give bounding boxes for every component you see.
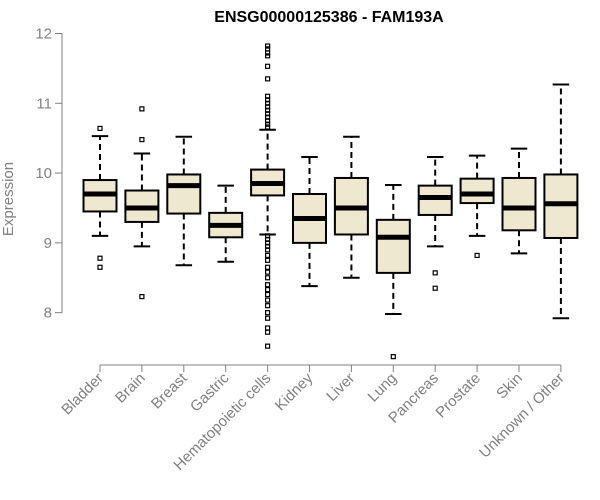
outlier-point <box>265 247 271 253</box>
outlier-point <box>265 63 271 69</box>
outlier-point <box>265 303 271 309</box>
outlier-point <box>265 329 271 335</box>
chart-title: ENSG00000125386 - FAM193A <box>214 9 444 26</box>
box-10 <box>459 154 495 259</box>
y-tick-label: 10 <box>35 165 52 182</box>
box-2 <box>124 106 160 300</box>
outlier-point <box>265 264 271 270</box>
outlier-point <box>265 325 271 331</box>
outlier-point <box>265 53 271 59</box>
outlier-point <box>265 343 271 349</box>
outlier-point <box>265 315 271 321</box>
iqr-box <box>166 173 202 215</box>
outlier-point <box>265 282 271 288</box>
outlier-point <box>97 125 103 132</box>
x-category-label: Kidney <box>272 369 317 414</box>
outlier-point <box>265 287 271 293</box>
outlier-point <box>265 269 271 275</box>
outlier-point <box>432 285 438 291</box>
box-6 <box>292 156 327 288</box>
x-category-label: Prostate <box>432 370 484 422</box>
x-category-label: Breast <box>148 369 191 412</box>
outlier-point <box>265 76 271 82</box>
outlier-point <box>474 252 480 259</box>
outlier-point <box>432 270 438 276</box>
outlier-point <box>139 294 145 300</box>
outlier-point <box>265 46 271 52</box>
outlier-point <box>265 291 271 298</box>
y-tick-label: 11 <box>36 95 52 112</box>
outlier-point <box>265 121 271 127</box>
iqr-box <box>501 176 537 232</box>
x-category-label: Liver <box>323 370 358 405</box>
boxes-group <box>82 43 579 360</box>
outlier-point <box>390 354 396 360</box>
y-tick-label: 9 <box>44 235 52 252</box>
box-4 <box>208 184 244 263</box>
box-12 <box>543 83 579 320</box>
y-tick-label: 12 <box>35 25 52 42</box>
outlier-point <box>265 43 271 49</box>
outlier-point <box>139 106 145 112</box>
x-category-label: Brain <box>112 370 149 407</box>
outlier-point <box>265 297 271 303</box>
x-category-label: Bladder <box>58 370 107 419</box>
y-axis: 8 9 10 11 12 <box>35 25 63 322</box>
y-tick-label: 8 <box>44 305 52 322</box>
outlier-point <box>265 252 271 259</box>
box-1 <box>82 125 118 270</box>
box-5 <box>250 43 286 349</box>
box-7 <box>333 135 369 279</box>
box-3 <box>166 135 202 267</box>
outlier-point <box>265 50 271 56</box>
outlier-point <box>97 255 103 261</box>
iqr-box <box>417 184 453 216</box>
y-axis-label: Expression <box>0 162 17 236</box>
outlier-point <box>265 257 271 263</box>
outlier-point <box>265 124 271 130</box>
box-8 <box>375 183 411 360</box>
outlier-point <box>265 310 271 316</box>
box-9 <box>417 156 453 291</box>
outlier-point <box>97 264 103 270</box>
outlier-point <box>265 275 271 281</box>
iqr-box <box>459 177 495 205</box>
iqr-box <box>375 218 411 274</box>
x-category-label: Lung <box>365 370 401 406</box>
x-category-label: Skin <box>493 370 526 403</box>
box-11 <box>501 147 537 255</box>
outlier-point <box>139 136 145 143</box>
